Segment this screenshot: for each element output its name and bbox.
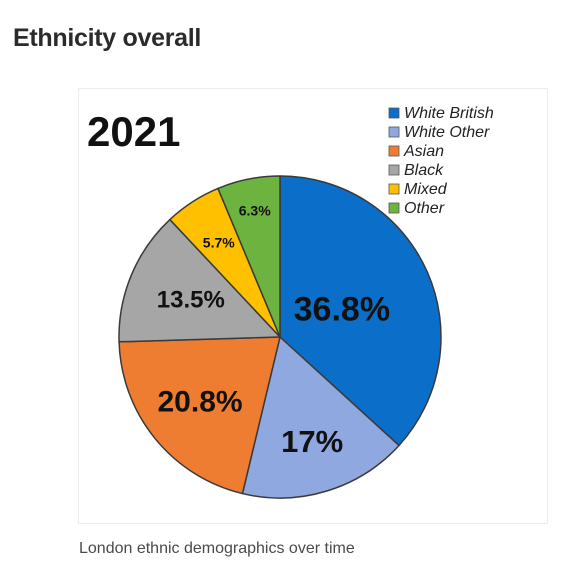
pie-slice-white-british (279, 175, 442, 447)
legend-swatch-white-other (388, 126, 400, 138)
section-title: Ethnicity overall (13, 24, 202, 52)
chart-figure: 36.8% 17% 20.8% 13.5% 5.7% 6.3% 2021 White Br… (78, 88, 548, 524)
pie-value-label-asian: 20.8% (158, 386, 243, 419)
pie-value-label-white-other: 17% (281, 424, 343, 459)
pie-value-labels: 36.8% 17% 20.8% 13.5% 5.7%6.3% (157, 203, 390, 459)
pie-slice-asian (118, 336, 281, 495)
legend-swatch-asian (388, 145, 400, 157)
chart-legend: White British White Other Asian Black Mixed O… (388, 105, 494, 217)
pie-value-label-white-british: 36.8% (294, 291, 390, 329)
legend-swatch-other (388, 202, 400, 214)
figure-caption: London ethnic demographics over time (79, 540, 355, 557)
pie-chart: 36.8% 17% 20.8% 13.5% 5.7%6.3% 2021 White Br… (87, 105, 494, 499)
legend-label-white-british: White British (404, 105, 494, 122)
pie-slice-black (118, 218, 281, 343)
legend-label-white-other: White Other (404, 124, 490, 141)
legend-swatch-black (388, 164, 400, 176)
legend-label-other: Other (404, 200, 445, 217)
pie-value-label-black: 13.5% (157, 286, 225, 313)
pie-value-label-other: 6.3% (239, 203, 271, 219)
legend-label-black: Black (404, 162, 444, 179)
chart-title: 2021 (87, 108, 180, 155)
pie-slice-other (217, 175, 281, 338)
legend-swatch-mixed (388, 183, 400, 195)
legend-label-asian: Asian (403, 143, 444, 160)
pie-value-label-mixed: 5.7% (203, 234, 235, 250)
pie-slice-white-other (241, 336, 400, 499)
legend-swatch-white-british (388, 107, 400, 119)
legend-label-mixed: Mixed (404, 181, 448, 198)
pie-slices (118, 175, 442, 499)
